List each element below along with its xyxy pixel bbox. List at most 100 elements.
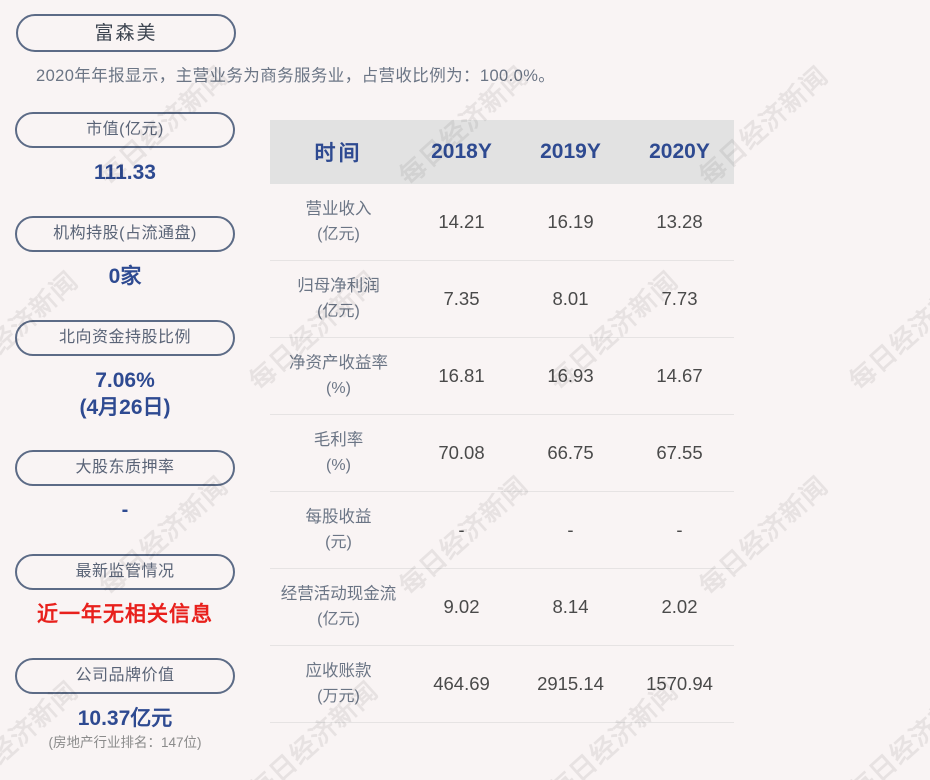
table-row: 经营活动现金流 (亿元) 9.02 8.14 2.02 bbox=[270, 568, 734, 646]
metric-note: (房地产行业排名：147位) bbox=[48, 735, 202, 750]
table-row: 归母净利润 (亿元) 7.35 8.01 7.73 bbox=[270, 260, 734, 338]
column-header-time: 时间 bbox=[270, 120, 407, 184]
data-cell: 2.02 bbox=[625, 568, 734, 646]
row-label: 每股收益 (元) bbox=[270, 505, 407, 555]
table-row: 净资产收益率 (%) 16.81 16.93 14.67 bbox=[270, 337, 734, 415]
cell-value: 14.67 bbox=[656, 365, 703, 386]
cell-value: 67.55 bbox=[656, 442, 703, 463]
row-label-unit: (%) bbox=[326, 457, 351, 474]
cell-value: 16.19 bbox=[547, 211, 594, 232]
cell-value: - bbox=[567, 519, 574, 540]
row-label-unit: (亿元) bbox=[317, 303, 360, 320]
row-label-unit: (%) bbox=[326, 380, 351, 397]
cell-value: 9.02 bbox=[443, 596, 480, 617]
column-header-2020: 2020Y bbox=[625, 120, 734, 184]
data-cell: 9.02 bbox=[407, 568, 516, 646]
data-cell: 8.14 bbox=[516, 568, 625, 646]
row-label-unit: (亿元) bbox=[317, 611, 360, 628]
metric-value: 10.37亿元 bbox=[77, 707, 173, 730]
row-label-name: 归母净利润 bbox=[297, 277, 380, 295]
table-row: 每股收益 (元) - - - bbox=[270, 491, 734, 569]
row-label-cell: 每股收益 (元) bbox=[270, 491, 407, 569]
data-cell: 16.93 bbox=[516, 337, 625, 415]
cell-value: 70.08 bbox=[438, 442, 485, 463]
financial-data-table: 时间 2018Y 2019Y 2020Y 营业收入 (亿元) 14.21 16.19 1… bbox=[270, 120, 734, 723]
cell-value: 2915.14 bbox=[537, 673, 604, 694]
data-cell: 464.69 bbox=[407, 645, 516, 723]
metric-value-sub: (4月26日) bbox=[79, 396, 171, 419]
column-header-2019: 2019Y bbox=[516, 120, 625, 184]
metric-block: 北向资金持股比例 7.06% (4月26日) bbox=[0, 320, 250, 421]
row-label-cell: 营业收入 (亿元) bbox=[270, 184, 407, 261]
cell-value: 8.14 bbox=[552, 596, 589, 617]
row-label-name: 净资产收益率 bbox=[289, 354, 388, 372]
row-label-unit: (万元) bbox=[317, 688, 360, 705]
row-label-unit: (亿元) bbox=[317, 226, 360, 243]
metric-block: 市值(亿元) 111.33 bbox=[0, 112, 250, 186]
data-cell: - bbox=[625, 491, 734, 569]
metric-block: 大股东质押率 - bbox=[0, 450, 250, 524]
data-cell: 14.21 bbox=[407, 184, 516, 261]
data-cell: 16.19 bbox=[516, 184, 625, 261]
cell-value: 16.81 bbox=[438, 365, 485, 386]
row-label-name: 毛利率 bbox=[313, 431, 364, 449]
row-label: 毛利率 (%) bbox=[270, 428, 407, 478]
data-cell: 14.67 bbox=[625, 337, 734, 415]
metric-label-pill: 公司品牌价值 bbox=[15, 658, 235, 694]
metric-value: - bbox=[121, 499, 129, 521]
row-label: 归母净利润 (亿元) bbox=[270, 274, 407, 324]
business-summary-text: 2020年年报显示，主营业务为商务服务业，占营收比例为：100.0%。 bbox=[36, 67, 556, 85]
metric-label-pill: 最新监管情况 bbox=[15, 554, 235, 590]
metric-label-pill: 北向资金持股比例 bbox=[15, 320, 235, 356]
data-cell: 1570.94 bbox=[625, 645, 734, 723]
metric-block: 公司品牌价值 10.37亿元 (房地产行业排名：147位) bbox=[0, 658, 250, 753]
data-cell: 70.08 bbox=[407, 414, 516, 492]
cell-value: 66.75 bbox=[547, 442, 594, 463]
metric-value: 0家 bbox=[108, 265, 142, 288]
row-label-name: 每股收益 bbox=[305, 508, 372, 526]
metric-value: 7.06% bbox=[95, 369, 155, 392]
table-row: 营业收入 (亿元) 14.21 16.19 13.28 bbox=[270, 184, 734, 261]
data-cell: 13.28 bbox=[625, 184, 734, 261]
row-label-name: 营业收入 bbox=[305, 200, 372, 218]
cell-value: 14.21 bbox=[438, 211, 485, 232]
row-label-cell: 经营活动现金流 (亿元) bbox=[270, 568, 407, 646]
table-head: 时间 2018Y 2019Y 2020Y bbox=[270, 120, 734, 184]
data-cell: 7.73 bbox=[625, 260, 734, 338]
cell-value: 2.02 bbox=[661, 596, 698, 617]
data-cell: - bbox=[516, 491, 625, 569]
row-label-cell: 应收账款 (万元) bbox=[270, 645, 407, 723]
cell-value: - bbox=[676, 519, 683, 540]
row-label-cell: 毛利率 (%) bbox=[270, 414, 407, 492]
metric-label-pill: 机构持股(占流通盘) bbox=[15, 216, 235, 252]
cell-value: 16.93 bbox=[547, 365, 594, 386]
row-label: 营业收入 (亿元) bbox=[270, 197, 407, 247]
data-cell: 66.75 bbox=[516, 414, 625, 492]
row-label-unit: (元) bbox=[325, 534, 352, 551]
table-header-row: 时间 2018Y 2019Y 2020Y bbox=[270, 120, 734, 184]
data-cell: 8.01 bbox=[516, 260, 625, 338]
data-cell: 16.81 bbox=[407, 337, 516, 415]
row-label: 净资产收益率 (%) bbox=[270, 351, 407, 401]
data-cell: 2915.14 bbox=[516, 645, 625, 723]
cell-value: 8.01 bbox=[552, 288, 589, 309]
cell-value: 7.35 bbox=[443, 288, 480, 309]
table-row: 毛利率 (%) 70.08 66.75 67.55 bbox=[270, 414, 734, 492]
data-cell: 7.35 bbox=[407, 260, 516, 338]
table-row: 应收账款 (万元) 464.69 2915.14 1570.94 bbox=[270, 645, 734, 723]
row-label-cell: 净资产收益率 (%) bbox=[270, 337, 407, 415]
cell-value: - bbox=[458, 519, 465, 540]
row-label-name: 经营活动现金流 bbox=[280, 585, 397, 603]
row-label-name: 应收账款 bbox=[305, 662, 372, 680]
column-header-2018: 2018Y bbox=[407, 120, 516, 184]
metric-value: 近一年无相关信息 bbox=[37, 603, 213, 626]
row-label-cell: 归母净利润 (亿元) bbox=[270, 260, 407, 338]
data-cell: - bbox=[407, 491, 516, 569]
metric-block: 最新监管情况近一年无相关信息 bbox=[0, 554, 250, 628]
row-label: 应收账款 (万元) bbox=[270, 659, 407, 709]
metric-label-pill: 市值(亿元) bbox=[15, 112, 235, 148]
data-cell: 67.55 bbox=[625, 414, 734, 492]
row-label: 经营活动现金流 (亿元) bbox=[270, 582, 407, 632]
cell-value: 7.73 bbox=[661, 288, 698, 309]
